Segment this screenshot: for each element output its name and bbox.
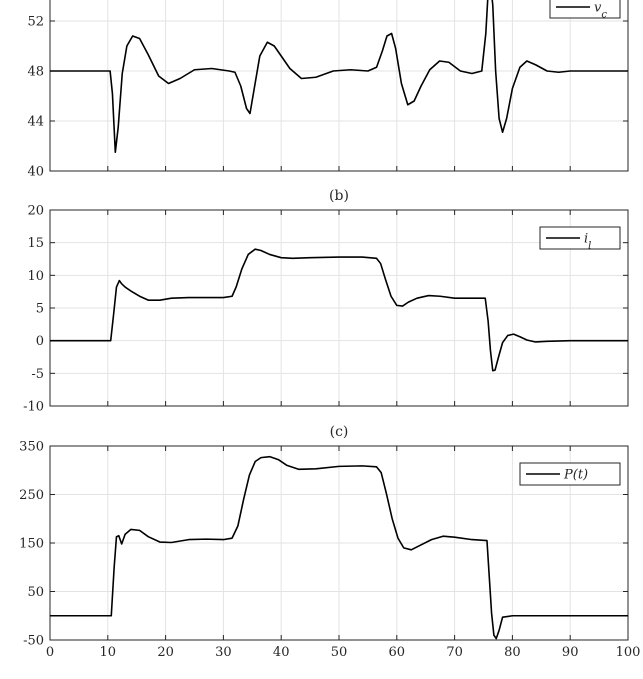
y-tick-label: 150 xyxy=(19,537,44,552)
series-line-Pt xyxy=(50,455,628,640)
panel-2: -10 -5 0 5 10 15 20 (b) il xyxy=(23,188,629,415)
legend: P(t) xyxy=(519,462,621,486)
legend-box xyxy=(549,0,621,19)
panel-3: -50 50 150 250 350 0 10 20 30 40 50 60 70 80 90 100 (c) P… xyxy=(19,424,640,660)
x-tick-label: 90 xyxy=(562,645,579,660)
y-tick-label: 48 xyxy=(27,65,44,80)
y-tick-label: 15 xyxy=(27,236,44,251)
y-tick-label: 52 xyxy=(27,15,44,30)
x-tick-label: 80 xyxy=(504,645,521,660)
y-tick-label: 40 xyxy=(27,165,44,180)
x-tick-label: 40 xyxy=(273,645,290,660)
x-tick-label: 0 xyxy=(46,645,54,660)
y-tick-label: 250 xyxy=(19,488,44,503)
panel-label: (b) xyxy=(329,188,349,204)
y-tick-label: 44 xyxy=(27,115,44,130)
legend: vc xyxy=(549,0,621,21)
y-tick-label: -50 xyxy=(23,634,44,649)
x-tick-label: 60 xyxy=(389,645,406,660)
y-tick-label: 20 xyxy=(27,204,44,219)
legend-label: il xyxy=(584,232,591,252)
x-tick-label: 70 xyxy=(446,645,463,660)
y-tick-label: 5 xyxy=(36,302,44,317)
panel-label: (c) xyxy=(330,424,349,440)
panel-1: 40 44 48 52 vc xyxy=(27,0,629,180)
x-tick-label: 10 xyxy=(100,645,117,660)
series-line-il xyxy=(50,248,628,372)
legend: il xyxy=(539,226,621,252)
y-tick-label: -5 xyxy=(31,367,44,382)
x-tick-label: 50 xyxy=(331,645,348,660)
y-tick-label: 0 xyxy=(36,334,44,349)
x-tick-label: 30 xyxy=(215,645,232,660)
legend-box xyxy=(519,462,621,486)
y-tick-label: 350 xyxy=(19,440,44,455)
y-tick-label: -10 xyxy=(23,400,44,415)
y-tick-label: 10 xyxy=(27,269,44,284)
legend-label: vc xyxy=(594,1,607,21)
x-tick-label: 100 xyxy=(616,645,641,660)
y-tick-label: 50 xyxy=(27,585,44,600)
x-tick-label: 20 xyxy=(157,645,174,660)
legend-label: P(t) xyxy=(563,468,588,483)
series-line-vc xyxy=(50,0,628,154)
